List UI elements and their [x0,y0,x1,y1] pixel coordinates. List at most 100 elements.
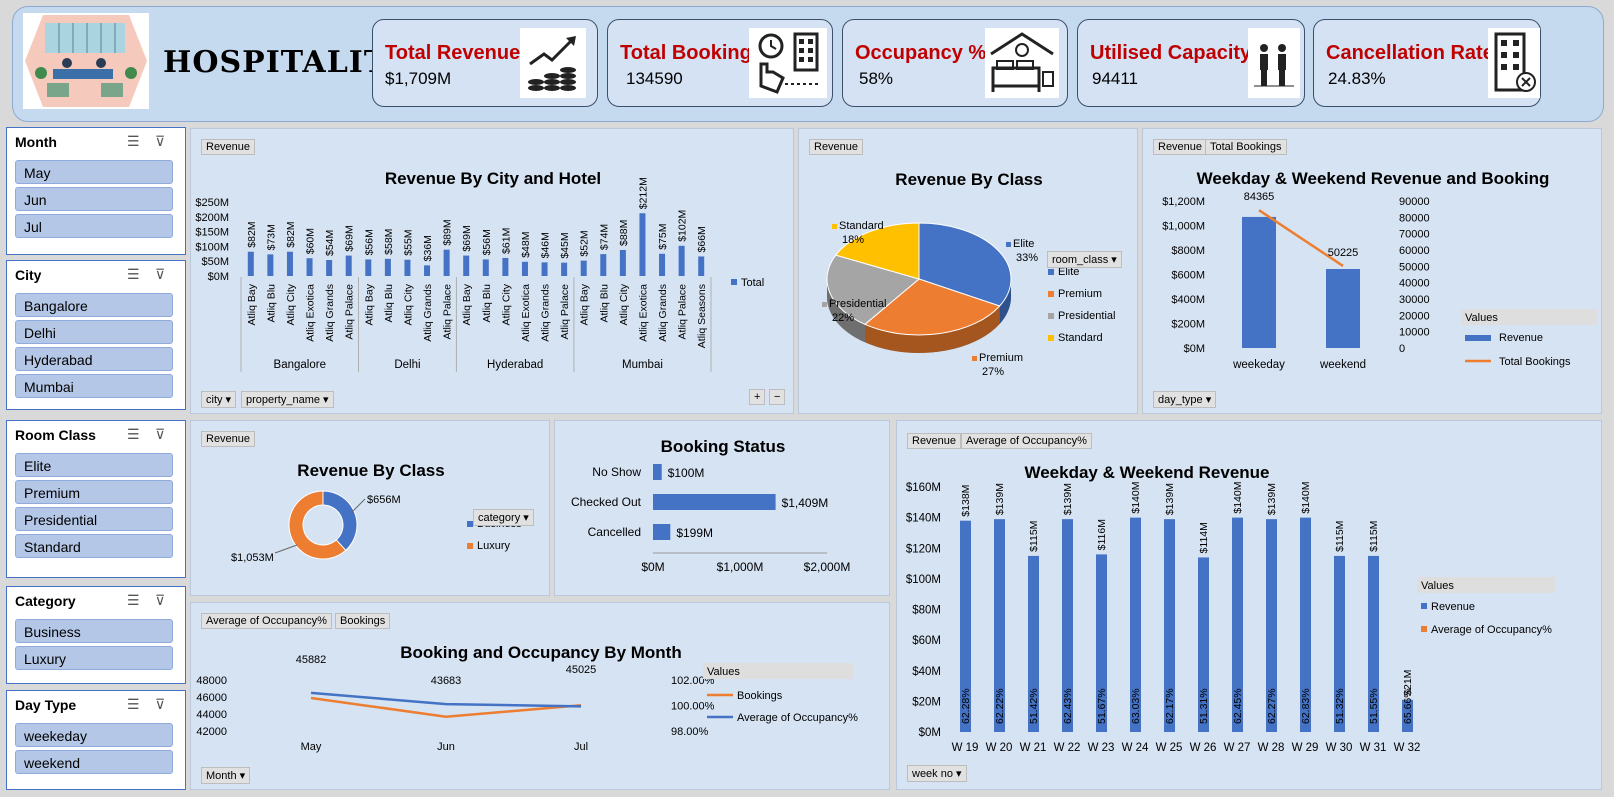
chart-title: Booking Status [660,437,786,456]
multi-select-icon[interactable]: ☰ [127,266,140,282]
revenue-bar [384,258,391,276]
slicer-item[interactable]: May [15,160,173,184]
filter-property-name[interactable]: property_name ▾ [241,391,334,408]
clear-filter-icon[interactable]: ⊽ [155,426,166,442]
slicer-item[interactable]: Standard [15,534,173,558]
field-tag-revenue[interactable]: Revenue [1153,139,1208,155]
donut-slice-luxury [288,490,347,560]
field-tag-bookings[interactable]: Bookings [335,613,391,629]
slicer-item[interactable]: Delhi [15,320,173,344]
city-group-label: Hyderabad [487,359,543,371]
y-tick-label: $150M [195,227,229,239]
revenue-bar [619,249,626,276]
x-tick-label: Jun [437,741,455,753]
y-tick-label: $100M [195,241,229,253]
field-tag-total-bookings[interactable]: Total Bookings [1205,139,1287,155]
hotel-tick-label: Atliq Grands [657,284,669,342]
slicer-item[interactable]: Hyderabad [15,347,173,371]
revenue-bar [306,258,313,276]
filter-category[interactable]: category ▾ [473,509,534,526]
slicer-item[interactable]: Jul [15,214,173,238]
slicer-item[interactable]: Luxury [15,646,173,670]
filter-label: room_class [1052,254,1109,266]
bar-data-label: $36M [422,235,434,261]
filter-label: category [478,512,521,524]
chart-title: Booking and Occupancy By Month [400,643,682,662]
brand-title: HOSPITALITY [163,45,410,80]
panel-revenue-by-category: Revenue Revenue By Class $656M$1,053MBus… [190,420,550,596]
slicer-item[interactable]: Presidential [15,507,173,531]
filter-month[interactable]: Month ▾ [201,767,251,784]
y-tick-label: $200M [1171,319,1205,331]
kpi-total-revenue: Total Revenue $1,709M [372,19,598,107]
bar-data-label: $140M [1300,482,1312,514]
field-tag-revenue[interactable]: Revenue [201,139,256,155]
multi-select-icon[interactable]: ☰ [127,133,140,149]
field-tag-revenue[interactable]: Revenue [907,433,962,449]
y2-tick-label: 80000 [1399,212,1430,224]
slicer-item[interactable]: weekeday [15,723,173,747]
y2-tick-label: 90000 [1399,196,1430,208]
hotel-tick-label: Atliq Grands [422,284,434,342]
x-tick-label: W 23 [1088,742,1115,754]
bar-data-label: $21M [1402,670,1414,696]
slicer-item[interactable]: Elite [15,453,173,477]
revenue-bar [659,253,666,276]
slicer-item[interactable]: Bangalore [15,293,173,317]
bar-data-label: $139M [994,483,1006,515]
slicer-item[interactable]: Premium [15,480,173,504]
clear-filter-icon[interactable]: ⊽ [155,696,166,712]
pie-slice-side [827,279,865,343]
hotel-cancel-icon [1488,28,1540,98]
y-tick-label: 48000 [196,675,227,687]
revenue-bar [424,265,431,276]
y-tick-label: $1,000M [1162,221,1205,233]
clear-filter-icon[interactable]: ⊽ [155,133,166,149]
field-tag-occupancy[interactable]: Average of Occupancy% [201,613,332,629]
filter-room-class[interactable]: room_class ▾ [1047,251,1122,268]
multi-select-icon[interactable]: ☰ [127,592,140,608]
slicer-item[interactable]: Jun [15,187,173,211]
hotel-tick-label: Atliq City [500,283,512,325]
slicer-item[interactable]: Business [15,619,173,643]
slicer-room-class: Room Class ☰ ⊽ Elite Premium Presidentia… [6,420,186,578]
field-tag-occupancy[interactable]: Average of Occupancy% [961,433,1092,449]
clear-filter-icon[interactable]: ⊽ [155,266,166,282]
legend-swatch [1048,291,1054,297]
legend-swatch [1048,335,1054,341]
hotel-tick-label: Atliq Palace [559,284,571,340]
hotel-tick-label: Atliq Exotica [305,284,317,342]
expand-button[interactable]: + [749,389,766,405]
chart-title: Weekday & Weekend Revenue [1024,463,1270,482]
y-tick-label: $800M [1171,245,1205,257]
pie-slice-standard [834,222,920,280]
revenue-bar [502,257,509,276]
slicer-item[interactable]: Mumbai [15,374,173,398]
bookings-line [310,696,582,718]
y-tick-label: $140M [906,513,941,525]
filter-city[interactable]: city ▾ [201,391,237,408]
occupancy-data-label: 62.83% [1300,688,1312,724]
x-tick-label: W 28 [1258,742,1285,754]
label-swatch [972,356,977,361]
y-tick-label: $1,200M [1162,196,1205,208]
field-tag-revenue[interactable]: Revenue [201,431,256,447]
x-tick-label: May [301,741,322,753]
filter-week-no[interactable]: week no ▾ [907,765,967,782]
collapse-button[interactable]: − [769,389,786,405]
room-class-pie-chart: Elite 33% Premium 27% Presidential 22% Standar… [822,220,1115,378]
clear-filter-icon[interactable]: ⊽ [155,592,166,608]
x-tick-label: W 29 [1292,742,1319,754]
revenue-bar [345,255,352,276]
occupancy-data-label: 51.31% [1198,688,1210,724]
multi-select-icon[interactable]: ☰ [127,696,140,712]
slicer-item[interactable]: weekend [15,750,173,774]
slice-name-label: Elite [1013,238,1034,250]
filter-day-type[interactable]: day_type ▾ [1153,391,1217,408]
bar-data-label: $212M [637,177,649,209]
bar-data-label: $140M [1232,482,1244,514]
multi-select-icon[interactable]: ☰ [127,426,140,442]
category-donut-chart: $656M$1,053MBusinessLuxury [231,490,522,564]
city-group-label: Mumbai [622,359,663,371]
field-tag-revenue[interactable]: Revenue [809,139,864,155]
